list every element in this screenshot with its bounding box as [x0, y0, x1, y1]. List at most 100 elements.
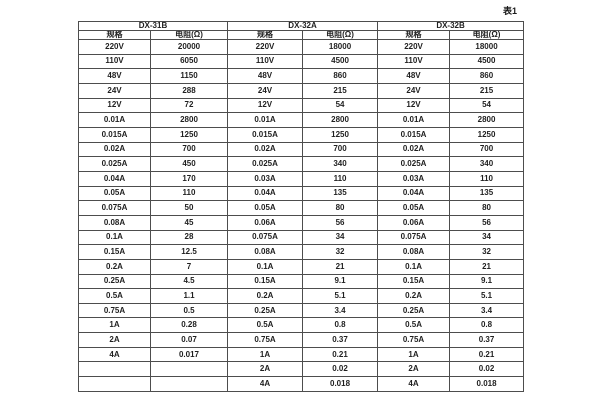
spec-cell: 1A	[78, 317, 151, 334]
resistance-cell: 0.21	[302, 346, 379, 363]
resistance-cell: 72	[149, 97, 229, 114]
spec-cell: 0.15A	[227, 273, 304, 290]
group-header-dx32a: DX-32A	[227, 21, 379, 31]
column-header-row: 规格 电阻(Ω) 规格 电阻(Ω) 规格 电阻(Ω)	[78, 30, 525, 40]
spec-cell: 12V	[78, 97, 151, 114]
spec-cell: 0.5A	[78, 288, 151, 304]
table-row: 4A 0.018 4A 0.018	[78, 376, 525, 392]
resistance-header: 电阻(Ω)	[149, 30, 229, 40]
spec-cell: 0.75A	[78, 302, 151, 319]
spec-cell: 24V	[377, 82, 451, 99]
resistance-cell: 4500	[449, 53, 525, 70]
resistance-cell: 56	[302, 214, 379, 231]
spec-cell: 12V	[227, 97, 304, 114]
resistance-cell: 0.018	[449, 376, 525, 392]
resistance-cell: 170	[149, 170, 229, 187]
spec-cell: 2A	[78, 332, 151, 348]
table-row: 0.025A 450 0.025A 340 0.025A 340	[78, 156, 525, 172]
table-row: 2A 0.02 2A 0.02	[78, 361, 525, 378]
table-row: 24V 288 24V 215 24V 215	[78, 82, 525, 99]
spec-cell: 0.08A	[78, 214, 151, 231]
table-row: 0.075A 50 0.05A 80 0.05A 80	[78, 200, 525, 216]
resistance-cell: 0.28	[149, 317, 229, 334]
spec-cell: 0.025A	[227, 156, 304, 172]
spec-cell: 0.01A	[227, 112, 304, 128]
table-row: 0.2A 7 0.1A 21 0.1A 21	[78, 258, 525, 275]
spec-cell: 0.25A	[377, 302, 451, 319]
resistance-cell: 288	[149, 82, 229, 99]
resistance-table: DX-31B DX-32A DX-32B 规格 电阻(Ω) 规格 电阻(Ω) 规…	[77, 21, 525, 392]
spec-header: 规格	[227, 30, 304, 40]
resistance-cell: 860	[449, 68, 525, 84]
spec-cell: 12V	[377, 97, 451, 114]
resistance-cell: 110	[149, 185, 229, 202]
spec-cell: 0.75A	[377, 332, 451, 348]
table-caption: 表1	[502, 6, 517, 16]
spec-cell: 48V	[227, 68, 304, 84]
spec-cell: 0.2A	[377, 288, 451, 304]
spec-cell: 0.025A	[78, 156, 151, 172]
spec-cell	[78, 376, 151, 392]
spec-cell: 2A	[377, 361, 451, 378]
group-header-dx31b: DX-31B	[77, 21, 229, 31]
table-row: 0.1A 28 0.075A 34 0.075A 34	[78, 229, 525, 246]
spec-cell: 0.04A	[78, 170, 151, 187]
table-row: 12V 72 12V 54 12V 54	[78, 97, 525, 114]
spec-cell: 0.1A	[377, 258, 451, 275]
resistance-cell: 9.1	[302, 273, 379, 290]
spec-cell: 0.15A	[377, 273, 451, 290]
spec-cell: 0.015A	[227, 126, 304, 143]
resistance-cell	[149, 376, 229, 392]
resistance-cell: 2800	[149, 112, 229, 128]
spec-cell: 110V	[227, 53, 304, 70]
resistance-cell: 18000	[302, 39, 379, 55]
group-header-dx32b: DX-32B	[377, 21, 525, 31]
spec-cell: 1A	[227, 346, 304, 363]
resistance-cell: 12.5	[149, 244, 229, 260]
resistance-cell: 0.37	[302, 332, 379, 348]
spec-cell: 0.02A	[78, 141, 151, 158]
spec-cell: 0.75A	[227, 332, 304, 348]
spec-cell: 48V	[78, 68, 151, 84]
resistance-cell: 32	[302, 244, 379, 260]
resistance-cell: 6050	[149, 53, 229, 70]
resistance-cell: 2800	[449, 112, 525, 128]
spec-cell: 2A	[227, 361, 304, 378]
table-row: 0.08A 45 0.06A 56 0.06A 56	[78, 214, 525, 231]
resistance-cell: 340	[449, 156, 525, 172]
table-row: 0.01A 2800 0.01A 2800 0.01A 2800	[78, 112, 525, 128]
spec-cell: 0.1A	[78, 229, 151, 246]
spec-cell: 0.015A	[377, 126, 451, 143]
resistance-cell: 450	[149, 156, 229, 172]
spec-cell: 220V	[78, 39, 151, 55]
spec-cell: 0.075A	[227, 229, 304, 246]
resistance-cell: 80	[449, 200, 525, 216]
table-row: 0.15A 12.5 0.08A 32 0.08A 32	[78, 244, 525, 260]
table-row: 110V 6050 110V 4500 110V 4500	[78, 53, 525, 70]
resistance-cell: 700	[302, 141, 379, 158]
spec-cell: 0.075A	[78, 200, 151, 216]
resistance-cell: 135	[302, 185, 379, 202]
spec-cell: 24V	[78, 82, 151, 99]
table-row: 48V 1150 48V 860 48V 860	[78, 68, 525, 84]
spec-cell: 0.1A	[227, 258, 304, 275]
resistance-cell: 7	[149, 258, 229, 275]
resistance-cell: 34	[449, 229, 525, 246]
table-row: 0.5A 1.1 0.2A 5.1 0.2A 5.1	[78, 288, 525, 304]
spec-cell: 0.15A	[78, 244, 151, 260]
table-row: 220V 20000 220V 18000 220V 18000	[78, 39, 525, 55]
spec-cell: 0.075A	[377, 229, 451, 246]
spec-header: 规格	[78, 30, 151, 40]
resistance-cell: 0.07	[149, 332, 229, 348]
spec-cell: 0.2A	[78, 258, 151, 275]
resistance-cell: 0.018	[302, 376, 379, 392]
spec-cell: 0.05A	[227, 200, 304, 216]
resistance-cell: 0.8	[302, 317, 379, 334]
spec-cell: 0.03A	[227, 170, 304, 187]
spec-cell: 0.25A	[227, 302, 304, 319]
table-row: 0.05A 110 0.04A 135 0.04A 135	[78, 185, 525, 202]
resistance-cell: 700	[149, 141, 229, 158]
table-row: 0.25A 4.5 0.15A 9.1 0.15A 9.1	[78, 273, 525, 290]
resistance-cell: 0.02	[302, 361, 379, 378]
spec-cell: 0.2A	[227, 288, 304, 304]
